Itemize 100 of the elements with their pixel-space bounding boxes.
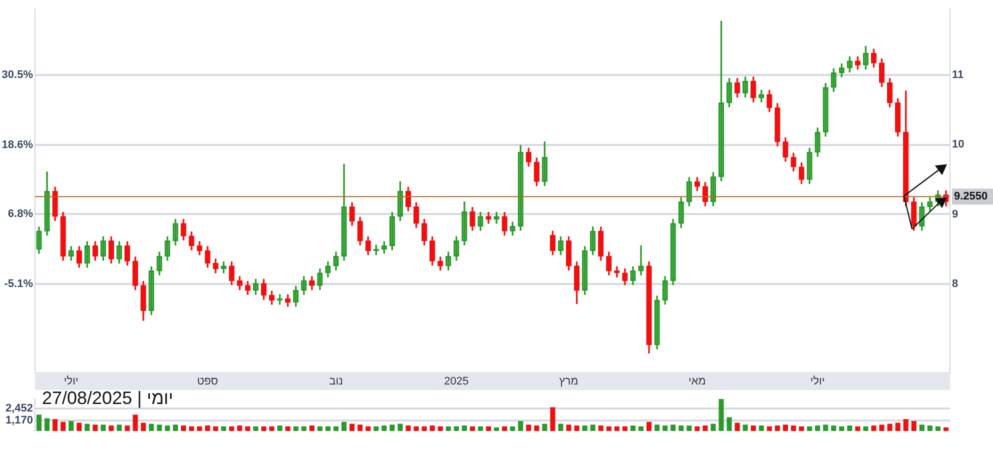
bar (446, 426, 451, 431)
bar (261, 426, 266, 431)
bar (350, 424, 355, 431)
bar (766, 426, 772, 431)
bar (470, 426, 475, 431)
bar (285, 426, 290, 431)
bar (566, 424, 572, 431)
bar (598, 426, 604, 431)
candlestick (654, 296, 660, 350)
bar (630, 426, 636, 431)
bar (205, 426, 210, 431)
y-tick-label: 30.5% (2, 68, 34, 81)
bar (462, 426, 467, 431)
bar (76, 422, 82, 431)
candlestick (510, 222, 516, 236)
bar (887, 424, 892, 431)
bar (197, 426, 202, 431)
y2-tick-label: 9 (952, 208, 958, 220)
bar (172, 424, 178, 431)
bar (156, 424, 162, 431)
bar (646, 422, 652, 431)
bar (558, 424, 564, 431)
bar (494, 427, 500, 431)
bar (317, 426, 322, 431)
bar (390, 424, 395, 431)
x-tick-label: יולי (64, 376, 78, 388)
bar (718, 399, 724, 431)
bar (670, 424, 676, 431)
bar (164, 426, 170, 431)
x-tick-label: נוב (329, 376, 343, 388)
bar (758, 426, 764, 431)
candlestick (814, 128, 820, 157)
bar (903, 419, 908, 431)
candlestick (325, 261, 331, 278)
bar (382, 426, 387, 431)
bar (742, 424, 748, 431)
bar (702, 426, 708, 431)
bar (774, 426, 780, 431)
bar (534, 426, 540, 431)
bar (245, 426, 250, 431)
bar (438, 426, 443, 431)
candlestick (317, 268, 323, 290)
candlestick (630, 266, 636, 286)
candlestick (478, 212, 484, 231)
bar (686, 426, 692, 431)
bar (782, 424, 788, 431)
bar (823, 424, 828, 431)
y-tick-label: -5.1% (4, 278, 34, 290)
bar (871, 426, 876, 431)
candlestick (36, 226, 42, 254)
bar (638, 426, 644, 431)
bar (60, 422, 66, 431)
candlestick (806, 148, 812, 184)
bar (606, 426, 612, 431)
candlestick (172, 218, 178, 246)
y2-tick-label: 8 (952, 278, 958, 290)
bar (237, 426, 242, 431)
bar (422, 426, 427, 431)
bar (662, 426, 668, 431)
bar (911, 420, 916, 431)
candlestick (44, 171, 50, 236)
y-tick-label: 18.6% (2, 138, 34, 151)
bar (132, 414, 138, 431)
bar (895, 422, 900, 431)
bar (798, 426, 804, 431)
bar (180, 426, 186, 431)
bar (325, 426, 330, 431)
bar (293, 426, 298, 431)
bar (84, 424, 90, 431)
y-tick-label: 6.8% (8, 208, 34, 220)
bar (831, 426, 836, 431)
bar (590, 424, 596, 431)
x-tick-label: 2025 (444, 376, 469, 388)
chart-title: 27/08/2025 | יומי (42, 388, 174, 409)
bar (108, 426, 114, 431)
bar (221, 426, 226, 431)
y2-tick-label: 11 (952, 68, 964, 81)
bar (229, 426, 234, 431)
bar (550, 407, 556, 431)
bar (518, 420, 524, 431)
bar (815, 426, 820, 431)
x-tick-label: יולי (810, 376, 825, 388)
bar (44, 418, 50, 431)
bar (309, 426, 314, 431)
bar (750, 426, 756, 431)
bar (374, 426, 379, 431)
bar (935, 426, 940, 431)
bar (406, 426, 411, 431)
bar (574, 426, 580, 431)
bar (943, 427, 949, 431)
bar (678, 426, 684, 431)
bar (301, 426, 306, 431)
bar (710, 424, 716, 431)
bar (269, 426, 274, 431)
bar (510, 426, 516, 431)
y-tick-label: 2,452 (5, 402, 33, 415)
bar (68, 420, 74, 431)
bar (213, 426, 218, 431)
bar (52, 419, 58, 431)
bar (414, 426, 419, 431)
